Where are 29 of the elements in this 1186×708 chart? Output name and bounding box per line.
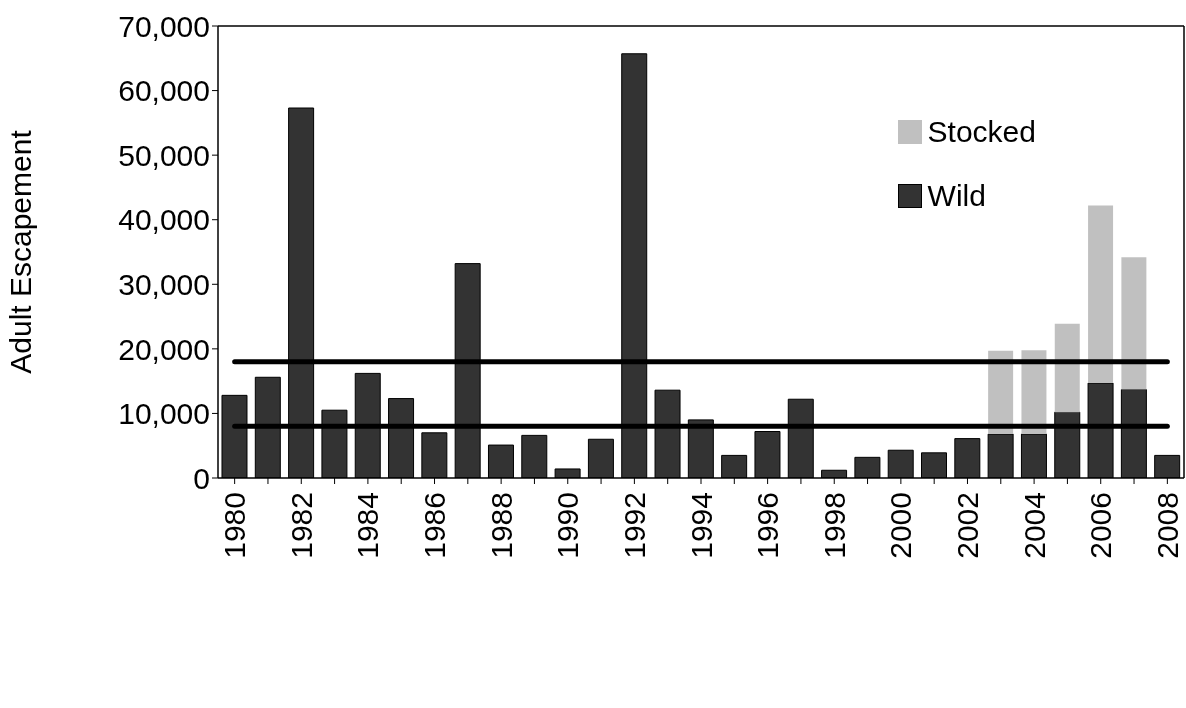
bar <box>1121 257 1147 390</box>
y-tick-label: 50,000 <box>118 138 210 172</box>
y-tick-label: 40,000 <box>118 203 210 237</box>
x-tick-label: 2002 <box>950 492 984 559</box>
legend-label: Wild <box>927 179 986 213</box>
y-tick-label: 30,000 <box>118 267 210 301</box>
x-tick-label: 1998 <box>817 492 851 559</box>
x-tick-label: 1984 <box>351 492 385 559</box>
x-tick-label: 1990 <box>551 492 585 559</box>
x-tick-label: 2006 <box>1084 492 1118 559</box>
x-tick-label: 1992 <box>617 492 651 559</box>
x-tick-label: 1980 <box>218 492 252 559</box>
x-tick-label: 1994 <box>684 492 718 559</box>
y-tick-label: 10,000 <box>118 397 210 431</box>
x-tick-label: 2004 <box>1017 492 1051 559</box>
x-tick-label: 1996 <box>751 492 785 559</box>
y-tick-label: 70,000 <box>118 9 210 43</box>
x-tick-label: 1982 <box>284 492 318 559</box>
x-tick-label: 1988 <box>484 492 518 559</box>
legend-label: Stocked <box>927 115 1036 149</box>
y-axis-title: Adult Escapement <box>3 129 37 374</box>
x-tick-label: 2000 <box>884 492 918 559</box>
y-tick-label: 0 <box>193 461 210 495</box>
x-tick-label: 2008 <box>1150 492 1184 559</box>
x-tick-label: 1986 <box>418 492 452 559</box>
y-tick-label: 20,000 <box>118 332 210 366</box>
bar <box>1054 323 1080 413</box>
y-tick-label: 60,000 <box>118 74 210 108</box>
bar <box>1088 205 1114 384</box>
